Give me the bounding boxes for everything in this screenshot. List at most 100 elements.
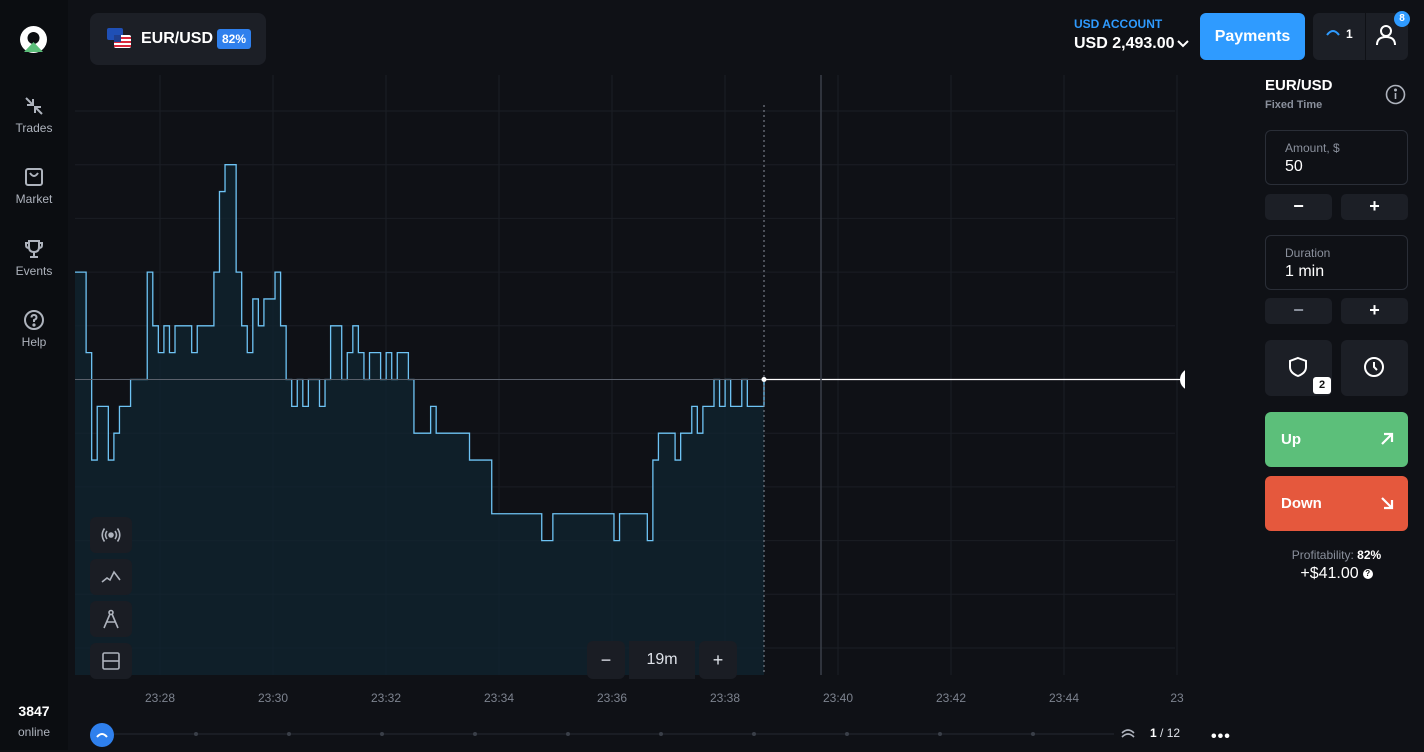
promo-icon bbox=[96, 733, 108, 738]
asset-name: EUR/USD bbox=[141, 30, 214, 47]
duration-increase-button[interactable]: + bbox=[1341, 298, 1408, 324]
profit-value: +$41.00 bbox=[1300, 565, 1359, 582]
x-tick-label: 23:34 bbox=[484, 691, 514, 705]
help-circle-icon bbox=[24, 310, 44, 330]
price-chart[interactable]: 0.997100.997080.997060.997040.997020.997… bbox=[75, 75, 1185, 715]
signals-button[interactable] bbox=[90, 517, 132, 553]
promo-icon[interactable] bbox=[1326, 28, 1340, 36]
compass-icon bbox=[103, 609, 119, 629]
scroll-tick bbox=[845, 732, 849, 736]
info-icon[interactable] bbox=[1385, 84, 1406, 105]
insurance-count-badge: 2 bbox=[1313, 377, 1331, 394]
sidebar-item-label: Help bbox=[21, 335, 47, 349]
sidebar: Trades Market Events Help 3847 online bbox=[0, 0, 68, 750]
amount-field[interactable]: Amount, $ 50 bbox=[1265, 130, 1408, 185]
x-tick-label: 23:40 bbox=[823, 691, 853, 705]
zoom-out-button[interactable]: − bbox=[587, 641, 625, 679]
sidebar-item-label: Market bbox=[15, 192, 53, 206]
layout-icon bbox=[102, 652, 120, 670]
down-button[interactable]: Down bbox=[1265, 476, 1408, 531]
chart-type-button[interactable] bbox=[90, 643, 132, 679]
eur-usd-flag-icon bbox=[107, 28, 131, 48]
sidebar-item-trades[interactable]: Trades bbox=[0, 95, 68, 135]
panel-mode-subtitle: Fixed Time bbox=[1265, 99, 1323, 111]
sidebar-item-help[interactable]: Help bbox=[0, 309, 68, 349]
payments-button[interactable]: Payments bbox=[1200, 13, 1305, 60]
x-tick-label: 23:28 bbox=[145, 691, 175, 705]
profit-amount: +$41.00? bbox=[1265, 565, 1408, 583]
scroll-track bbox=[114, 733, 1114, 735]
shield-icon bbox=[1289, 356, 1307, 378]
x-tick-label: 23:44 bbox=[1049, 691, 1079, 705]
logo-icon[interactable] bbox=[19, 25, 48, 54]
sidebar-item-label: Trades bbox=[15, 121, 53, 135]
x-tick-label: 23:36 bbox=[597, 691, 627, 705]
market-bag-icon bbox=[25, 168, 43, 186]
timer-button[interactable] bbox=[1341, 340, 1408, 396]
scroll-handle[interactable] bbox=[90, 723, 114, 747]
chevron-down-icon[interactable] bbox=[1177, 40, 1189, 48]
amount-increase-button[interactable]: + bbox=[1341, 194, 1408, 220]
amount-value[interactable]: 50 bbox=[1285, 158, 1303, 175]
x-tick-label: 23:42 bbox=[936, 691, 966, 705]
more-options-button[interactable]: ••• bbox=[1211, 728, 1231, 745]
profile-box bbox=[1313, 13, 1408, 60]
broadcast-icon bbox=[101, 528, 121, 542]
divider bbox=[1365, 13, 1366, 60]
sidebar-item-market[interactable]: Market bbox=[0, 166, 68, 206]
sidebar-item-events[interactable]: Events bbox=[0, 238, 68, 278]
price-area bbox=[75, 164, 764, 675]
pagination-total: / 12 bbox=[1156, 726, 1181, 740]
asset-selector[interactable]: EUR/USD 82% bbox=[90, 13, 266, 65]
amount-decrease-button[interactable]: − bbox=[1265, 194, 1332, 220]
account-type-label[interactable]: USD ACCOUNT bbox=[1074, 17, 1163, 31]
duration-decrease-button[interactable]: − bbox=[1265, 298, 1332, 324]
up-button[interactable]: Up bbox=[1265, 412, 1408, 467]
scroll-tick bbox=[194, 732, 198, 736]
x-tick-label: 23:32 bbox=[371, 691, 401, 705]
indicators-button[interactable] bbox=[90, 559, 132, 595]
up-label: Up bbox=[1281, 431, 1301, 448]
chart-scrollbar[interactable] bbox=[90, 722, 1120, 747]
zoom-in-button[interactable]: + bbox=[699, 641, 737, 679]
current-price-dot bbox=[761, 377, 767, 382]
down-label: Down bbox=[1281, 495, 1322, 512]
online-count: 3847 bbox=[18, 703, 50, 719]
user-profile-icon[interactable] bbox=[1375, 24, 1397, 46]
x-tick-label: 23 bbox=[1170, 691, 1184, 705]
profitability-label: Profitability: bbox=[1291, 548, 1358, 562]
scroll-tick bbox=[473, 732, 477, 736]
scroll-tick bbox=[380, 732, 384, 736]
x-tick-label: 23:38 bbox=[710, 691, 740, 705]
scroll-tick bbox=[659, 732, 663, 736]
pagination-current: 1 bbox=[1150, 726, 1157, 740]
promo-count: 1 bbox=[1346, 27, 1353, 41]
arrow-up-right-icon bbox=[1381, 432, 1394, 445]
profitability-value: 82% bbox=[1357, 548, 1382, 562]
current-price-badge bbox=[1180, 370, 1185, 389]
arrow-down-right-icon bbox=[1381, 497, 1394, 510]
scroll-tick bbox=[938, 732, 942, 736]
duration-label: Duration bbox=[1285, 246, 1331, 260]
scroll-tick bbox=[752, 732, 756, 736]
online-label: online bbox=[17, 725, 51, 739]
pager-icon[interactable] bbox=[1121, 727, 1135, 739]
scroll-tick bbox=[566, 732, 570, 736]
pagination: 1 / 12 bbox=[1150, 726, 1180, 740]
clock-icon bbox=[1364, 357, 1384, 377]
scroll-tick bbox=[1031, 732, 1035, 736]
drawings-button[interactable] bbox=[90, 601, 132, 637]
amount-label: Amount, $ bbox=[1285, 141, 1340, 155]
duration-value[interactable]: 1 min bbox=[1285, 263, 1325, 280]
account-balance[interactable]: USD 2,493.00 bbox=[1074, 35, 1175, 52]
trades-icon bbox=[25, 97, 43, 115]
trophy-icon bbox=[25, 240, 43, 258]
profitability-line: Profitability: 82% bbox=[1265, 548, 1408, 562]
indicator-line-icon bbox=[101, 570, 121, 583]
question-icon[interactable]: ? bbox=[1362, 568, 1373, 579]
duration-field[interactable]: Duration 1 min bbox=[1265, 235, 1408, 290]
zoom-control: − 19m + bbox=[587, 641, 737, 679]
panel-asset-title: EUR/USD bbox=[1265, 77, 1333, 94]
notification-badge: 8 bbox=[1394, 11, 1410, 27]
x-tick-label: 23:30 bbox=[258, 691, 288, 705]
